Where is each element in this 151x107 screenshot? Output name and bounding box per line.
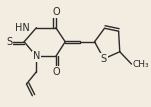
Text: S: S [6, 37, 13, 47]
Text: CH₃: CH₃ [132, 60, 149, 69]
Text: O: O [52, 7, 60, 17]
Text: HN: HN [15, 23, 29, 33]
Text: N: N [33, 51, 40, 61]
Text: O: O [52, 67, 60, 77]
Text: S: S [101, 54, 107, 64]
